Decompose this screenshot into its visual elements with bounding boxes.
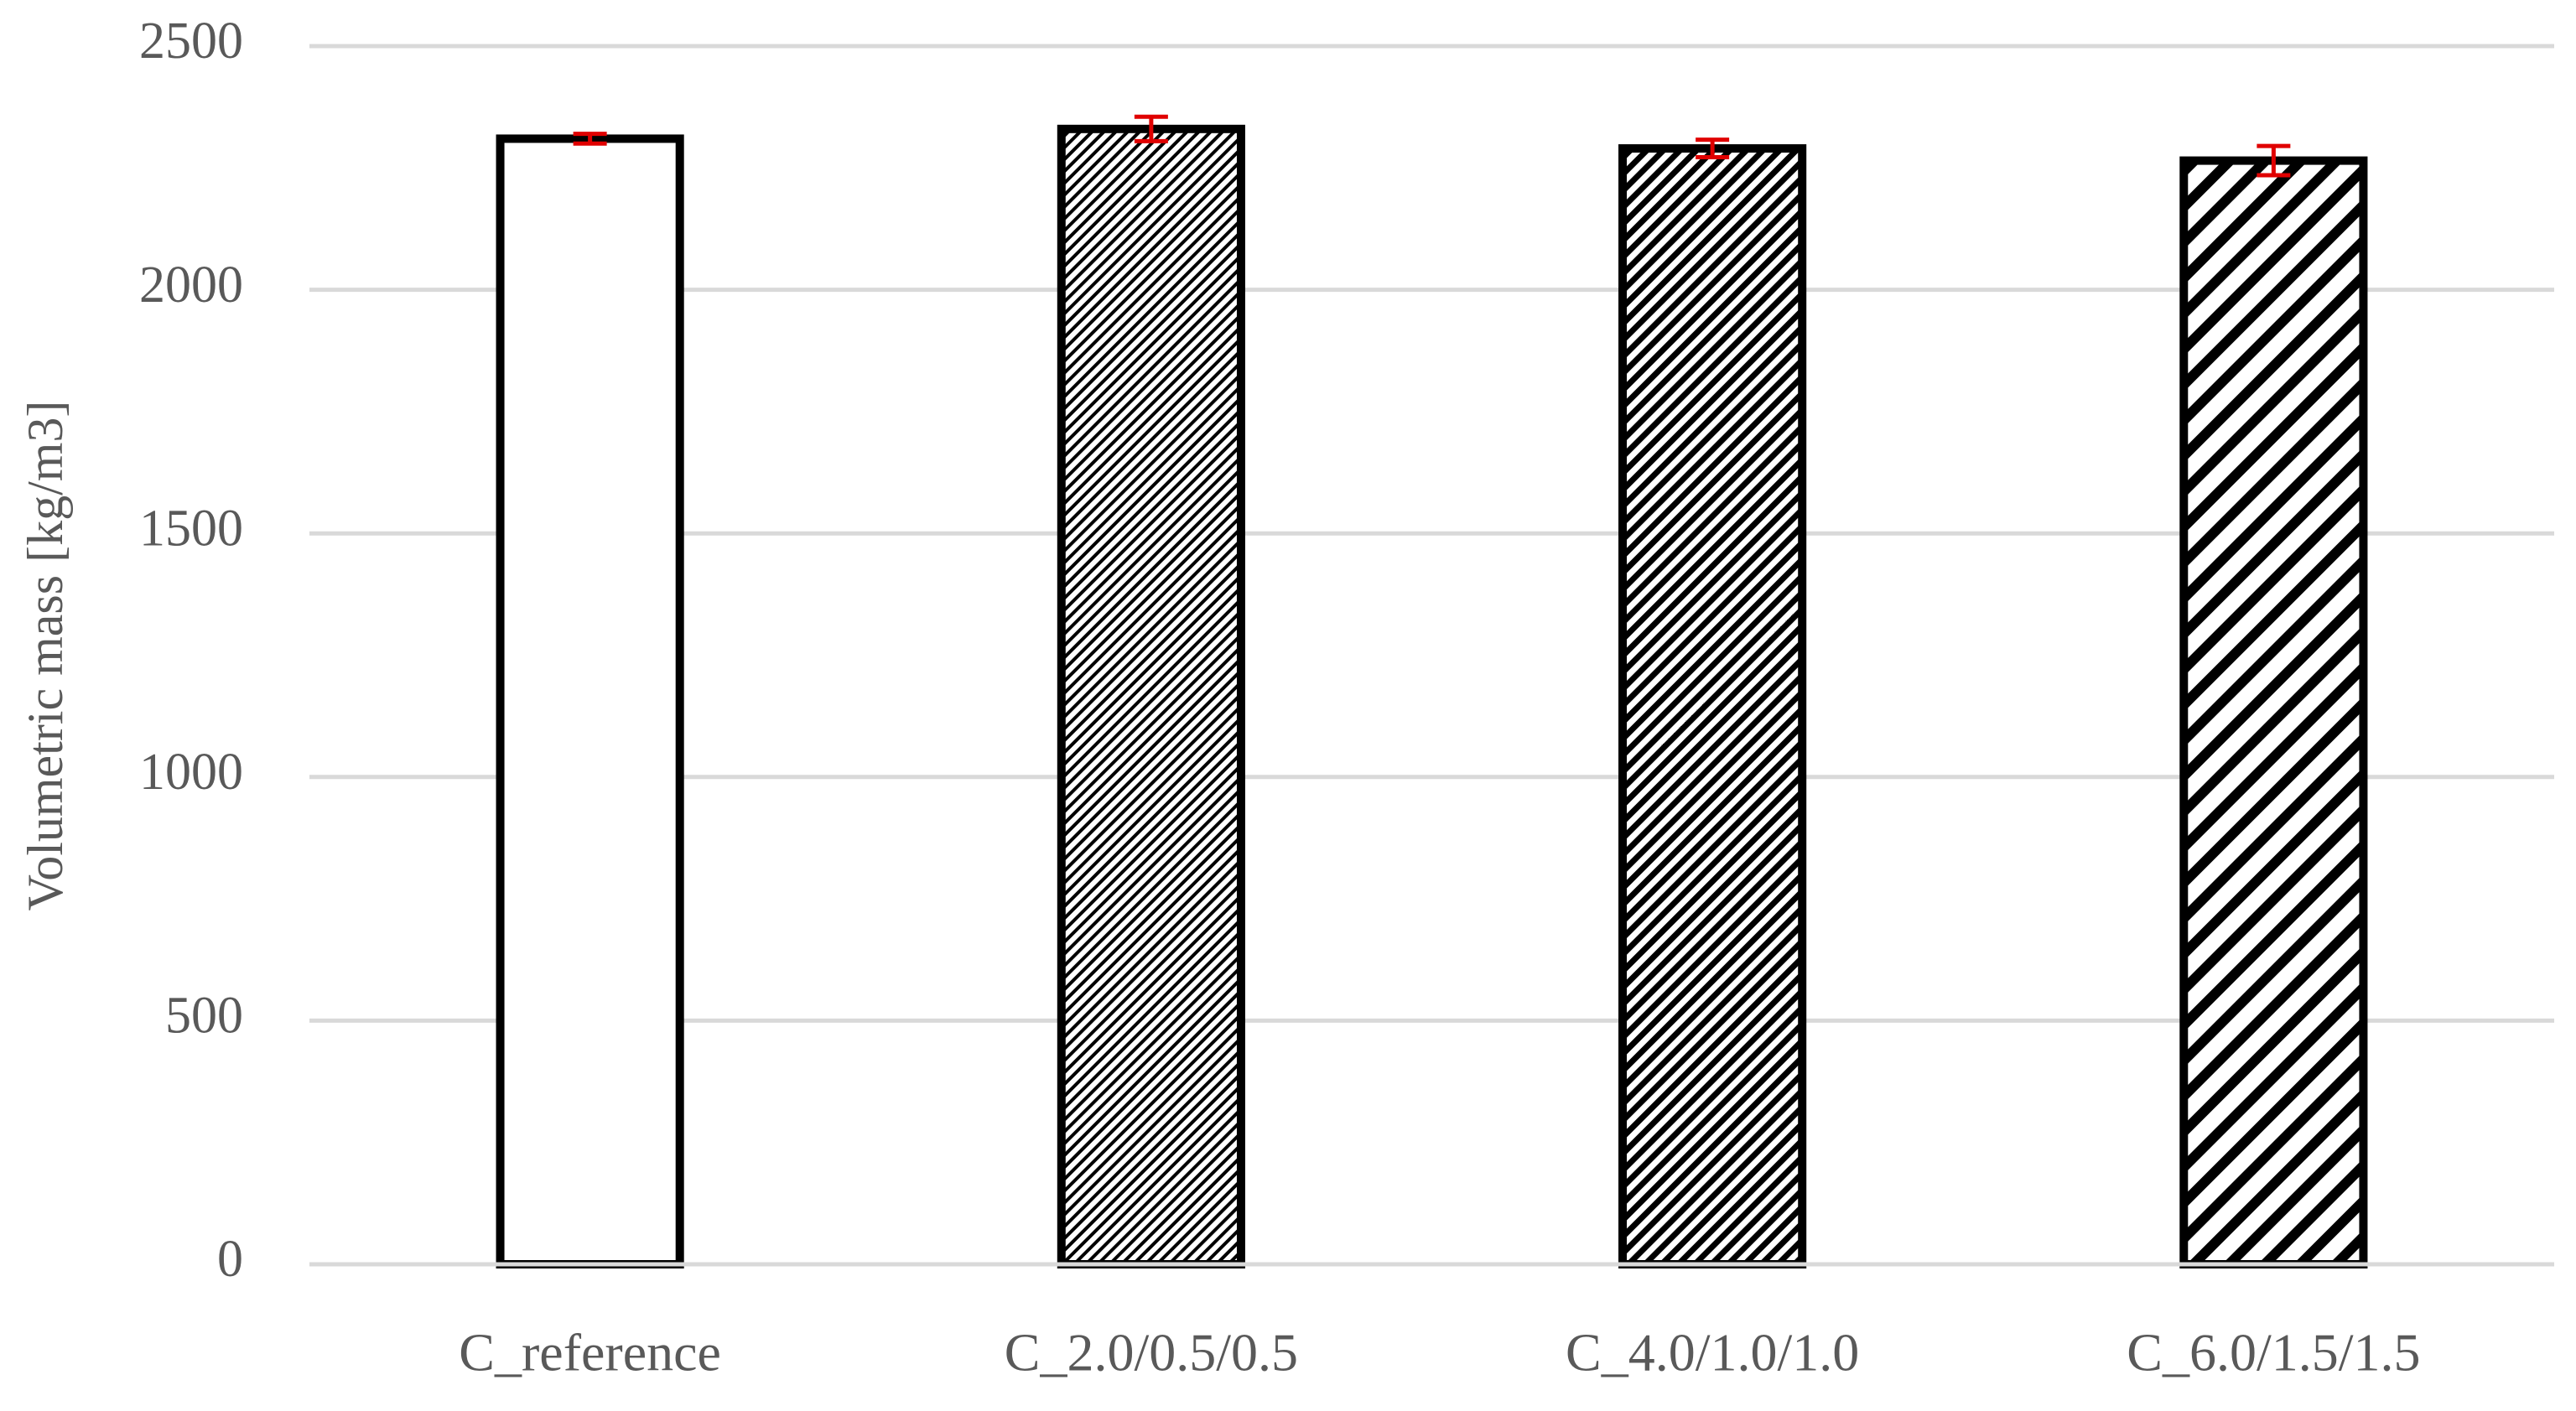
bar [1057, 124, 1245, 1269]
bar [496, 134, 684, 1269]
y-tick-label: 2500 [139, 13, 243, 70]
x-tick-label: C_4.0/1.0/1.0 [1566, 1323, 1859, 1382]
bar [2179, 156, 2368, 1268]
y-tick-label: 0 [217, 1231, 243, 1288]
y-axis-label: Volumetric mass [kg/m3] [18, 401, 73, 911]
error-bar [1134, 114, 1168, 143]
x-tick-label: C_reference [459, 1323, 721, 1382]
y-tick-label: 2000 [139, 257, 243, 314]
y-tick-label: 1500 [139, 500, 243, 557]
error-bar [573, 132, 607, 146]
y-tick-label: 500 [165, 988, 243, 1045]
x-tick-label: C_2.0/0.5/0.5 [1005, 1323, 1298, 1382]
error-bar [1696, 137, 1730, 160]
bar [1618, 144, 1807, 1268]
x-tick-label: C_6.0/1.5/1.5 [2127, 1323, 2420, 1382]
error-bar [2257, 143, 2291, 178]
y-tick-label: 1000 [139, 744, 243, 801]
